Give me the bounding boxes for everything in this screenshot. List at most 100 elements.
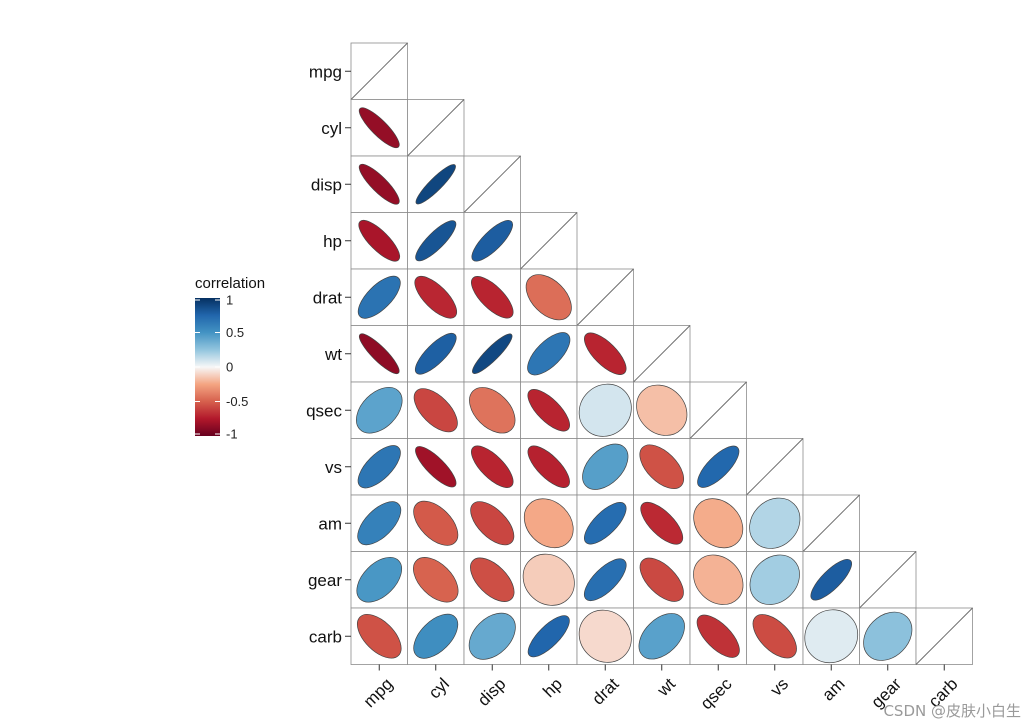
x-label-mpg: mpg xyxy=(360,674,397,711)
matrix-cell-cyl-mpg xyxy=(350,99,408,157)
matrix-cell-carb-gear xyxy=(859,607,917,665)
matrix-cell-wt-wt xyxy=(633,325,691,383)
matrix-cell-drat-mpg xyxy=(350,268,408,326)
diagonal-line xyxy=(407,99,465,157)
diagonal-line xyxy=(350,42,408,100)
matrix-cell-vs-qsec xyxy=(689,438,747,496)
x-label-hp: hp xyxy=(539,674,566,701)
correlation-ellipse xyxy=(638,613,685,660)
correlation-ellipse xyxy=(525,274,572,321)
matrix-cell-gear-am xyxy=(802,551,860,609)
matrix-cell-am-mpg xyxy=(350,494,408,552)
matrix-cell-qsec-hp xyxy=(520,381,578,439)
matrix-cell-wt-disp xyxy=(463,325,521,383)
legend-tick-label: -0.5 xyxy=(226,394,248,409)
diagonal-line xyxy=(915,607,973,665)
x-label-cyl: cyl xyxy=(425,674,453,702)
matrix-cell-gear-wt xyxy=(633,551,691,609)
y-label-am: am xyxy=(318,514,342,533)
correlation-ellipse xyxy=(693,554,744,605)
matrix-cell-carb-wt xyxy=(633,607,691,665)
matrix-cell-mpg-mpg xyxy=(350,42,408,100)
correlation-ellipse xyxy=(472,333,513,374)
correlation-ellipse xyxy=(752,614,797,659)
diagonal-line xyxy=(746,438,804,496)
matrix-cell-am-hp xyxy=(520,494,578,552)
legend-title: correlation xyxy=(195,275,265,292)
matrix-cell-disp-disp xyxy=(463,155,521,213)
matrix-cell-carb-mpg xyxy=(350,607,408,665)
matrix-cell-gear-hp xyxy=(520,551,578,609)
matrix-cell-gear-cyl xyxy=(407,551,465,609)
matrix-cell-vs-mpg xyxy=(350,438,408,496)
matrix-cell-wt-cyl xyxy=(407,325,465,383)
matrix-cell-am-wt xyxy=(633,494,691,552)
matrix-cell-am-cyl xyxy=(407,494,465,552)
x-label-vs: vs xyxy=(767,674,792,699)
correlation-ellipse xyxy=(357,275,401,319)
matrix-cell-am-qsec xyxy=(689,494,747,552)
y-label-cyl: cyl xyxy=(321,119,342,138)
correlation-ellipse xyxy=(471,276,514,319)
matrix-cell-hp-cyl xyxy=(407,212,465,270)
matrix-cell-vs-vs xyxy=(746,438,804,496)
y-label-gear: gear xyxy=(308,571,342,590)
correlation-ellipse xyxy=(357,614,402,659)
matrix-cell-qsec-wt xyxy=(633,381,691,439)
x-label-am: am xyxy=(818,674,848,704)
y-label-carb: carb xyxy=(309,627,342,646)
y-label-mpg: mpg xyxy=(309,62,342,81)
matrix-cell-qsec-drat xyxy=(576,381,634,439)
matrix-cell-am-vs xyxy=(746,494,804,552)
y-label-wt: wt xyxy=(324,345,342,364)
correlation-ellipse xyxy=(413,388,458,433)
correlation-ellipse xyxy=(414,275,458,319)
legend-tick-label: 0.5 xyxy=(226,325,244,340)
correlation-ellipse xyxy=(413,613,459,659)
matrix-cell-disp-cyl xyxy=(407,155,465,213)
matrix-cell-gear-disp xyxy=(463,551,521,609)
x-label-qsec: qsec xyxy=(697,674,736,713)
legend-tick-label: 1 xyxy=(226,293,233,308)
y-label-vs: vs xyxy=(325,458,342,477)
correlation-ellipse xyxy=(527,389,570,432)
matrix-cell-vs-disp xyxy=(463,438,521,496)
correlation-ellipse xyxy=(578,609,632,663)
y-label-disp: disp xyxy=(311,175,342,194)
matrix-cell-carb-disp xyxy=(463,607,521,665)
matrix-cell-hp-mpg xyxy=(350,212,408,270)
matrix-cell-qsec-cyl xyxy=(407,381,465,439)
correlation-ellipse xyxy=(356,557,402,603)
correlation-ellipse xyxy=(358,333,400,375)
matrix-cell-gear-gear xyxy=(859,551,917,609)
y-label-drat: drat xyxy=(313,288,343,307)
correlation-ellipse xyxy=(696,614,740,658)
x-axis-labels: mpg cyl disp hp drat wt qsec vs am gear carb xyxy=(360,664,962,713)
diagonal-line xyxy=(463,155,521,213)
correlation-ellipse xyxy=(749,554,800,605)
correlation-ellipse xyxy=(522,553,575,606)
matrix-cell-disp-mpg xyxy=(350,155,408,213)
correlation-ellipse xyxy=(523,498,574,549)
correlation-ellipse xyxy=(471,445,514,488)
correlation-ellipse xyxy=(639,557,684,602)
matrix-cell-carb-carb xyxy=(915,607,973,665)
matrix-cell-wt-mpg xyxy=(350,325,408,383)
correlation-ellipse xyxy=(636,384,688,436)
correlation-ellipse xyxy=(583,558,627,602)
matrix-cell-wt-drat xyxy=(576,325,634,383)
correlation-ellipse xyxy=(415,164,456,205)
diagonal-line xyxy=(689,381,747,439)
x-label-wt: wt xyxy=(653,674,679,700)
matrix-cell-gear-drat xyxy=(576,551,634,609)
matrix-cell-drat-hp xyxy=(520,268,578,326)
correlation-ellipse xyxy=(413,500,459,546)
correlation-ellipse xyxy=(582,443,629,490)
correlation-ellipse xyxy=(469,387,516,434)
correlation-ellipse xyxy=(697,445,740,488)
x-label-disp: disp xyxy=(474,674,509,709)
correlation-ellipse xyxy=(470,501,515,546)
matrix-cell-qsec-mpg xyxy=(350,381,408,439)
correlation-ellipse xyxy=(471,220,513,262)
matrix-cell-drat-cyl xyxy=(407,268,465,326)
